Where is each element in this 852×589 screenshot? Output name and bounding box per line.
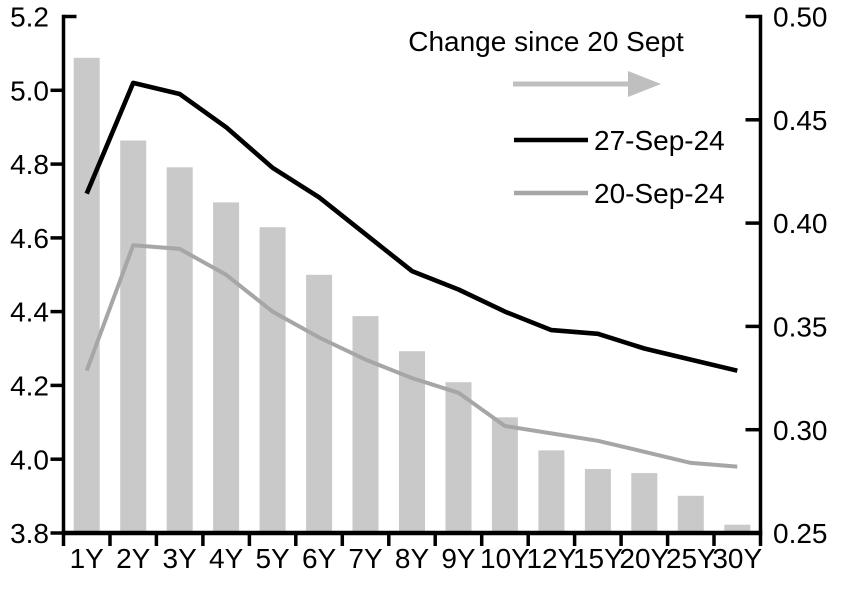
left-axis-label-4.4: 4.4 — [10, 297, 49, 328]
right-axis-label-0.25: 0.25 — [773, 518, 828, 549]
line-series-20-sep-24 — [84, 243, 738, 469]
bar-9Y — [445, 382, 472, 533]
bar-3Y — [166, 167, 193, 534]
right-axis-label-0.35: 0.35 — [773, 311, 828, 342]
left-axis-label-4.8: 4.8 — [10, 149, 49, 180]
x-axis-label-4Y: 4Y — [209, 543, 244, 574]
bar-12Y — [538, 450, 565, 533]
x-axis-label-25Y: 25Y — [666, 543, 716, 574]
legend: Change since 20 Sept 27-Sep-24 20-Sep-24 — [408, 26, 725, 209]
change-arrow-head-icon — [628, 71, 661, 97]
x-axis-label-8Y: 8Y — [395, 543, 430, 574]
bar-15Y — [584, 469, 611, 533]
bar-25Y — [677, 495, 704, 533]
right-axis-label-0.40: 0.40 — [773, 208, 828, 239]
x-axis-label-9Y: 9Y — [441, 543, 476, 574]
axes — [50, 14, 763, 546]
bar-4Y — [213, 202, 240, 533]
left-axis-label-4.0: 4.0 — [10, 444, 49, 475]
bar-series-change-since-20-sept — [73, 57, 751, 534]
bar-7Y — [352, 316, 379, 533]
right-axis-label-0.45: 0.45 — [773, 105, 828, 136]
bar-30Y — [724, 524, 751, 533]
left-axis-label-4.2: 4.2 — [10, 371, 49, 402]
x-axis-label-1Y: 1Y — [70, 543, 105, 574]
x-axis-label-30Y: 30Y — [712, 543, 762, 574]
legend-label-20-sep-24: 20-Sep-24 — [594, 178, 725, 209]
x-axis-label-3Y: 3Y — [163, 543, 198, 574]
left-axis-label-3.8: 3.8 — [10, 518, 49, 549]
x-axis-label-15Y: 15Y — [573, 543, 623, 574]
x-axis-label-6Y: 6Y — [302, 543, 337, 574]
x-axis-label-10Y: 10Y — [480, 543, 530, 574]
x-axis-label-5Y: 5Y — [255, 543, 290, 574]
bar-10Y — [491, 417, 518, 533]
x-axis-label-2Y: 2Y — [116, 543, 151, 574]
x-axis-label-7Y: 7Y — [348, 543, 383, 574]
bar-1Y — [73, 57, 100, 534]
right-axis-label-0.30: 0.30 — [773, 415, 828, 446]
left-axis-label-5.2: 5.2 — [10, 2, 49, 33]
x-axis-label-12Y: 12Y — [526, 543, 576, 574]
left-axis-label-5.0: 5.0 — [10, 75, 49, 106]
line-series-27-sep-24 — [84, 80, 738, 373]
legend-label-27-sep-24: 27-Sep-24 — [594, 125, 725, 156]
legend-change-label: Change since 20 Sept — [408, 26, 684, 57]
axis-labels: 5.2 5.0 4.8 4.6 4.4 4.2 4.0 3.8 0.50 0.45 0.40 0.35… — [10, 2, 827, 574]
bar-5Y — [259, 227, 286, 533]
bar-6Y — [306, 274, 333, 534]
left-axis-label-4.6: 4.6 — [10, 223, 49, 254]
bar-20Y — [631, 473, 658, 533]
right-axis-label-0.50: 0.50 — [773, 2, 828, 33]
x-axis-label-20Y: 20Y — [619, 543, 669, 574]
bar-2Y — [120, 140, 147, 533]
